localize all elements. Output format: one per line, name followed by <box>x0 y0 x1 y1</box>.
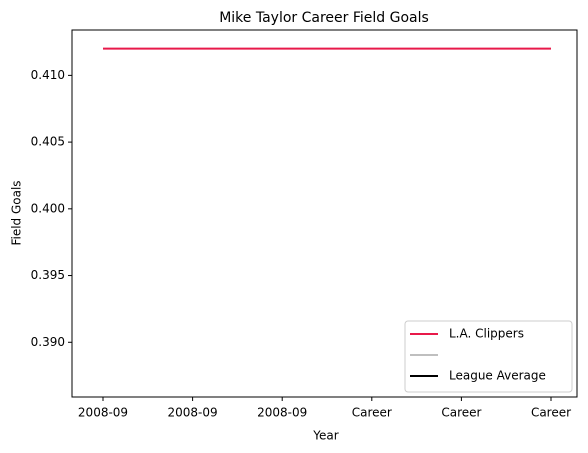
legend-label: League Average <box>449 369 546 383</box>
x-tick-label: Career <box>441 406 481 420</box>
legend: L.A. Clippers League Average <box>404 320 573 393</box>
y-axis-label: Field Goals <box>10 180 24 245</box>
plot-frame <box>71 29 578 398</box>
x-tick-label: 2008-09 <box>257 406 307 420</box>
y-tick-label: 0.395 <box>31 268 65 282</box>
legend-label: L.A. Clippers <box>449 327 524 341</box>
y-tick-label: 0.390 <box>31 335 65 349</box>
y-tick-label: 0.400 <box>31 201 65 215</box>
x-tick-label: Career <box>352 406 392 420</box>
y-tick-label: 0.405 <box>31 135 65 149</box>
legend-box <box>404 320 573 393</box>
y-tick-label: 0.410 <box>31 68 65 82</box>
x-tick-label: 2008-09 <box>78 406 128 420</box>
x-tick-label: 2008-09 <box>168 406 218 420</box>
chart-title: Mike Taylor Career Field Goals <box>219 10 429 26</box>
x-axis-label: Year <box>312 429 338 443</box>
x-tick-label: Career <box>531 406 571 420</box>
